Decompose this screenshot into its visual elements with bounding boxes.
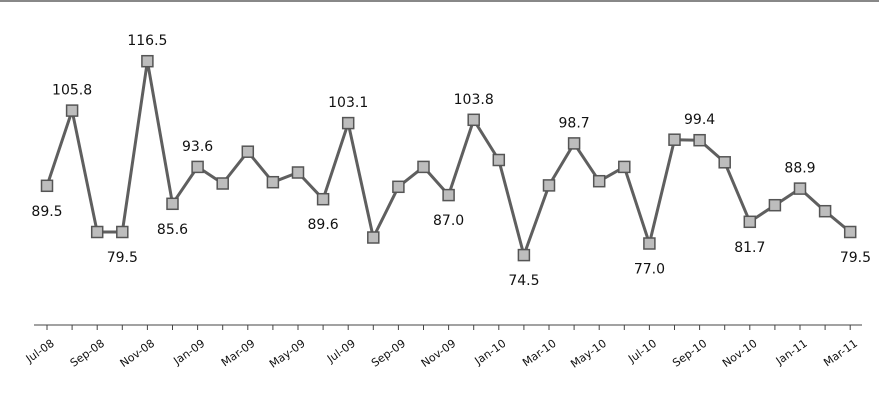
data-label: 93.6 xyxy=(182,139,213,155)
x-tick-label: Sep-08 xyxy=(68,337,107,370)
data-point-marker xyxy=(693,133,706,147)
data-label: 88.9 xyxy=(784,161,815,177)
data-point-marker xyxy=(442,188,455,202)
x-tick-label: Nov-09 xyxy=(419,337,459,370)
x-tick-label: Jul-09 xyxy=(324,337,358,366)
data-point-marker xyxy=(191,160,204,174)
data-label: 103.1 xyxy=(328,95,368,111)
data-point-marker xyxy=(517,248,531,262)
data-point-marker xyxy=(618,160,631,174)
data-label: 77.0 xyxy=(634,262,665,278)
data-labels-group: 89.5 105.8 79.5 116.5 85.6 93.6 89.6 103.1 87.0 1… xyxy=(31,33,871,289)
x-tick-label: Jul-08 xyxy=(23,337,57,366)
data-label: 116.5 xyxy=(127,33,167,49)
data-point-marker xyxy=(643,237,656,250)
x-tick-label: Mar-10 xyxy=(520,337,559,369)
data-label: 103.8 xyxy=(454,92,494,108)
x-tick-label: Jan-09 xyxy=(170,337,207,368)
data-point-marker xyxy=(668,133,681,146)
data-point-marker xyxy=(843,225,857,239)
data-point-marker xyxy=(367,231,380,244)
data-label: 99.4 xyxy=(684,112,715,128)
x-tick-label: May-10 xyxy=(568,337,609,371)
data-label: 79.5 xyxy=(840,250,871,266)
data-point-marker xyxy=(141,54,154,68)
data-point-marker xyxy=(291,166,305,179)
x-tick-label: Jan-10 xyxy=(472,337,509,368)
data-point-marker xyxy=(592,174,606,188)
data-point-marker xyxy=(542,179,556,192)
data-point-marker xyxy=(718,156,731,169)
data-point-marker xyxy=(818,204,832,218)
data-point-marker xyxy=(116,225,129,239)
data-point-marker xyxy=(316,192,330,206)
data-point-marker xyxy=(492,153,506,167)
data-point-marker xyxy=(166,197,179,211)
data-point-marker xyxy=(266,175,280,189)
x-tick-label: Sep-09 xyxy=(369,337,408,370)
data-label: 85.6 xyxy=(157,222,188,238)
data-label: 89.6 xyxy=(308,217,339,233)
x-tick-label: Mar-09 xyxy=(219,337,258,369)
data-point-marker xyxy=(743,215,757,229)
data-label: 87.0 xyxy=(433,213,464,229)
series-group xyxy=(40,54,857,262)
x-tick-label: Nov-10 xyxy=(720,337,760,370)
x-tick-label: May-09 xyxy=(267,337,308,371)
data-point-marker xyxy=(216,177,229,190)
data-point-marker xyxy=(392,180,405,194)
data-point-marker xyxy=(241,145,255,158)
data-point-marker xyxy=(793,182,807,195)
data-label: 105.8 xyxy=(52,83,92,99)
data-point-marker xyxy=(341,116,355,130)
data-point-marker xyxy=(467,113,480,127)
x-tick-label: Jul-10 xyxy=(625,337,659,366)
x-tick-label: Sep-10 xyxy=(670,337,709,370)
data-label: 89.5 xyxy=(31,204,62,220)
data-point-marker xyxy=(40,179,54,193)
data-label: 74.5 xyxy=(508,273,539,289)
data-label: 98.7 xyxy=(559,115,590,131)
x-tick-label: Jan-11 xyxy=(773,337,810,368)
data-point-marker xyxy=(417,160,430,174)
data-point-marker xyxy=(567,137,581,150)
data-point-marker xyxy=(65,104,79,117)
x-tick-label: Nov-08 xyxy=(118,337,158,370)
data-label: 81.7 xyxy=(734,240,765,256)
x-tick-label: Mar-11 xyxy=(821,337,860,369)
data-label: 79.5 xyxy=(107,250,138,266)
data-point-marker xyxy=(90,225,104,239)
x-axis: Jul-08 Sep-08 Nov-08 Jan-09 Mar-09 May-09 Jul-… xyxy=(23,324,862,371)
data-point-marker xyxy=(768,198,782,212)
